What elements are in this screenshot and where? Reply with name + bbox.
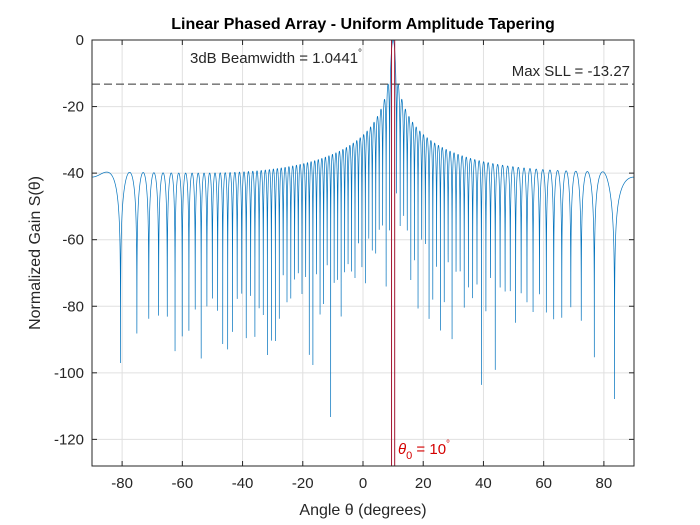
beamwidth-annotation: 3dB Beamwidth = 1.0441°	[190, 48, 362, 67]
y-tick-label: 0	[76, 32, 84, 49]
x-tick-label: 0	[359, 475, 367, 492]
y-axis-label: Normalized Gain S(θ)	[27, 176, 44, 330]
steer-theta-subscript: 0	[406, 450, 412, 462]
x-tick-label: -80	[111, 475, 133, 492]
y-tick-label: -80	[62, 298, 84, 315]
x-axis-label: Angle θ (degrees)	[299, 502, 426, 519]
x-tick-label: 60	[535, 475, 552, 492]
chart-title: Linear Phased Array - Uniform Amplitude …	[171, 16, 554, 33]
y-tick-label: -60	[62, 232, 84, 249]
x-tick-label: 80	[596, 475, 613, 492]
y-tick-label: -20	[62, 99, 84, 116]
beamwidth-annotation-text: 3dB Beamwidth = 1.0441	[190, 50, 358, 67]
y-tick-label: -100	[54, 365, 84, 382]
x-tick-label: -20	[292, 475, 314, 492]
steer-theta-symbol: θ	[398, 441, 406, 458]
steer-angle-annotation: θ0 = 10°	[398, 439, 450, 462]
sll-annotation: Max SLL = -13.27	[512, 63, 630, 80]
steer-degree-mark: °	[446, 439, 450, 450]
y-tick-label: -120	[54, 431, 84, 448]
reference-lines	[92, 40, 634, 466]
x-axis-label-text: Angle θ (degrees)	[299, 502, 426, 519]
steer-angle-value: = 10	[412, 441, 446, 458]
pattern-line	[92, 40, 634, 417]
x-tick-label: -60	[171, 475, 193, 492]
x-tick-label: 20	[415, 475, 432, 492]
y-tick-label: -40	[62, 165, 84, 182]
pattern-series	[92, 40, 634, 417]
axis-ticks: -80 -60 -40 -20 0 20 40 60 80 0 -20 -40 -60 -80 -100 -1…	[54, 32, 634, 492]
beamwidth-degree-mark: °	[358, 48, 362, 59]
x-tick-label: -40	[232, 475, 254, 492]
x-tick-label: 40	[475, 475, 492, 492]
